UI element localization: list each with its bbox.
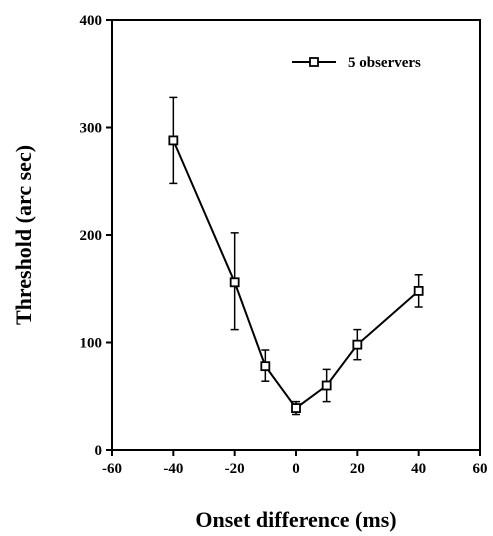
y-tick-label: 0 xyxy=(95,443,103,459)
x-tick-label: -60 xyxy=(102,461,122,477)
y-tick-label: 300 xyxy=(80,121,103,137)
y-axis-title: Threshold (arc sec) xyxy=(11,145,36,325)
x-tick-label: -20 xyxy=(225,461,245,477)
data-point xyxy=(229,277,240,288)
y-tick-label: 200 xyxy=(80,228,103,244)
x-tick-label: 0 xyxy=(292,461,300,477)
data-point xyxy=(260,361,271,372)
data-point xyxy=(321,380,332,391)
x-tick-label: 40 xyxy=(411,461,426,477)
axis-tick-labels: -60 -40 -20 0 20 40 60 0 100 200 300 400 xyxy=(80,13,488,477)
series-line xyxy=(172,140,420,410)
x-tick-label: -40 xyxy=(163,461,183,477)
data-point xyxy=(291,403,301,413)
x-tick-label: 20 xyxy=(350,461,365,477)
y-tick-label: 100 xyxy=(80,336,103,352)
y-tick-label: 400 xyxy=(80,13,103,29)
data-point xyxy=(413,285,424,296)
data-point xyxy=(352,339,363,350)
x-tick-label: 60 xyxy=(473,461,488,477)
data-point xyxy=(168,135,179,146)
legend-label: 5 observers xyxy=(348,55,421,71)
x-axis-title: Onset difference (ms) xyxy=(195,507,396,532)
legend-marker xyxy=(309,57,319,67)
axis-ticks xyxy=(106,19,481,456)
legend: 5 observers xyxy=(292,55,421,71)
plot-frame xyxy=(111,19,481,451)
series-layer xyxy=(168,96,424,416)
